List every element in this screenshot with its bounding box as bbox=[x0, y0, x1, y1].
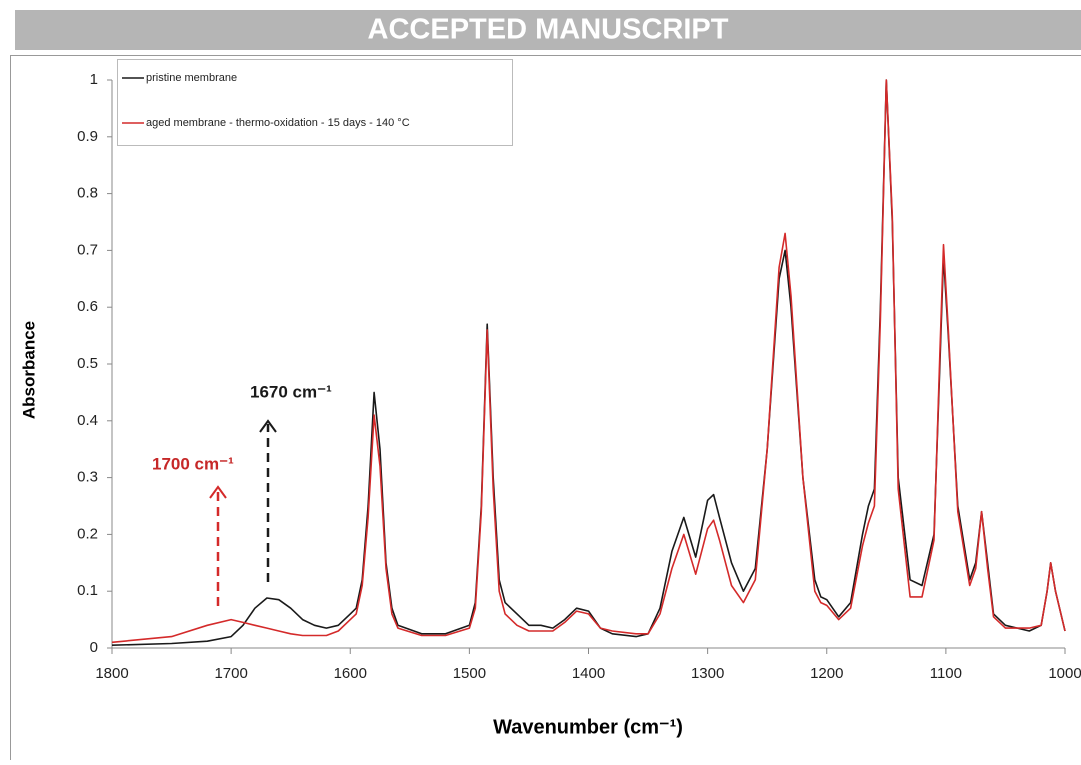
legend-label: pristine membrane bbox=[146, 72, 237, 84]
x-tick-label: 1400 bbox=[572, 665, 605, 682]
x-tick-label: 1300 bbox=[691, 665, 724, 682]
banner-text: ACCEPTED MANUSCRIPT bbox=[368, 14, 729, 46]
x-tick-label: 1600 bbox=[334, 665, 367, 682]
y-tick-label: 0.8 bbox=[77, 185, 98, 202]
series-line bbox=[112, 80, 1065, 645]
annotation: 1670 cm⁻¹ bbox=[250, 382, 332, 401]
y-tick-label: 0 bbox=[90, 639, 98, 656]
y-tick-label: 0.9 bbox=[77, 128, 98, 145]
y-tick-label: 0.4 bbox=[77, 412, 98, 429]
x-tick-label: 1200 bbox=[810, 665, 843, 682]
x-tick-label: 1500 bbox=[453, 665, 486, 682]
y-tick-label: 0.7 bbox=[77, 241, 98, 258]
x-tick-label: 1100 bbox=[930, 665, 962, 682]
y-tick-label: 0.5 bbox=[77, 355, 98, 372]
y-tick-label: 1 bbox=[90, 71, 98, 88]
annotation: 1700 cm⁻¹ bbox=[152, 454, 234, 473]
y-tick-label: 0.6 bbox=[77, 298, 98, 315]
chart-frame bbox=[11, 56, 1081, 761]
x-tick-label: 1000 bbox=[1048, 665, 1081, 682]
y-tick-label: 0.1 bbox=[77, 582, 98, 599]
y-tick-label: 0.2 bbox=[77, 525, 98, 542]
x-tick-label: 1800 bbox=[95, 665, 128, 682]
legend-label: aged membrane - thermo-oxidation - 15 da… bbox=[146, 117, 410, 129]
y-tick-label: 0.3 bbox=[77, 469, 98, 486]
x-axis-label: Wavenumber (cm⁻¹) bbox=[493, 716, 683, 738]
y-axis-label: Absorbance bbox=[19, 321, 38, 419]
series-line bbox=[112, 80, 1065, 642]
x-tick-label: 1700 bbox=[214, 665, 247, 682]
